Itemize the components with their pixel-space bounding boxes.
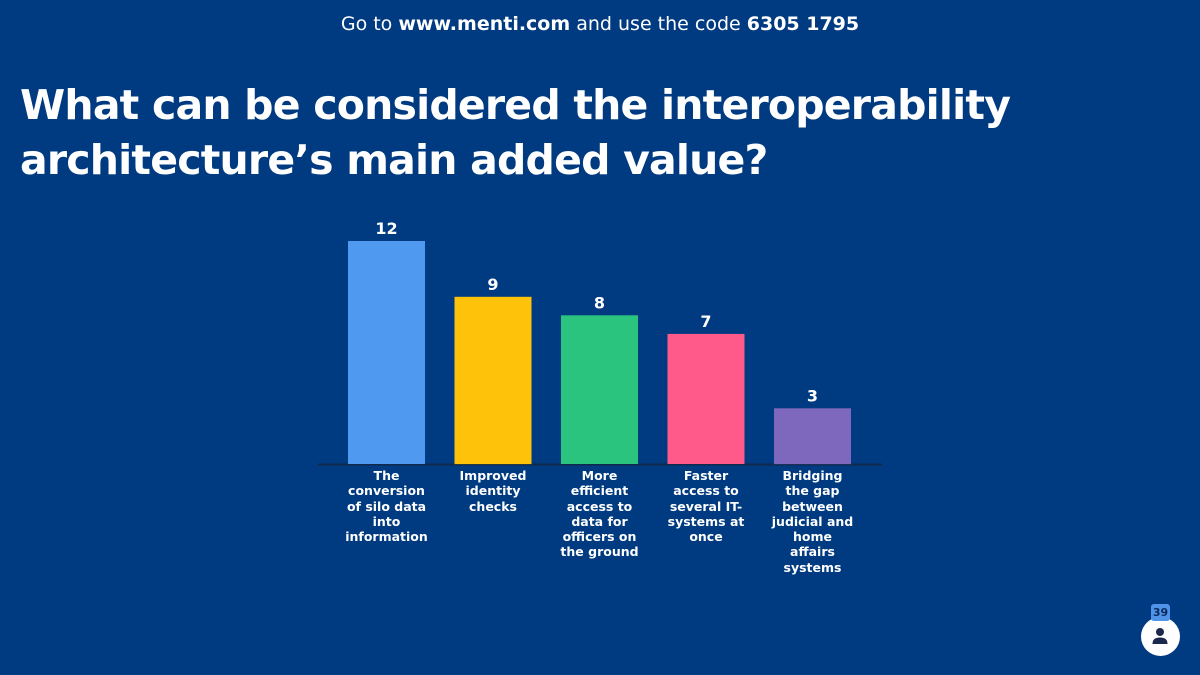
category-label-line: judicial and — [771, 513, 854, 529]
category-label-2: Improved identity checks — [445, 468, 541, 514]
category-label-line: access to — [673, 483, 739, 499]
category-label-3: More efficient access to data for officers o… — [552, 468, 648, 560]
category-label-line: checks — [469, 498, 517, 514]
category-label-line: The — [373, 468, 400, 483]
value-label-3: 8 — [594, 293, 605, 312]
bar-2 — [454, 296, 532, 465]
category-label-line: several IT- — [669, 498, 743, 514]
category-label-line: between — [782, 498, 843, 514]
bar-3 — [561, 315, 638, 464]
category-label-line: Improved — [459, 468, 527, 483]
category-label-line: access to — [566, 498, 633, 514]
person-icon — [1152, 628, 1168, 644]
join-instructions: Go to www.menti.com and use the code 630… — [0, 10, 1200, 38]
question-line-2: architecture’s main added value? — [20, 136, 768, 184]
category-label-line: once — [689, 529, 723, 545]
participant-button[interactable] — [1141, 617, 1180, 656]
category-label-line: of silo data — [346, 498, 427, 514]
category-label-line: Bridging — [782, 468, 843, 483]
category-label-line: systems at — [667, 513, 745, 529]
category-label-1: The conversion of silo data into information — [339, 468, 435, 544]
value-label-5: 3 — [807, 386, 818, 405]
join-url[interactable]: www.menti.com — [398, 13, 571, 35]
category-label-line: identity — [465, 483, 521, 499]
join-prefix-text: Go to — [340, 13, 399, 35]
join-middle-text: and use the code — [570, 13, 747, 35]
category-label-5: Bridging the gap between judicial and home af… — [765, 468, 861, 575]
category-label-line: Faster — [683, 468, 729, 483]
category-label-line: conversion — [348, 483, 425, 499]
value-label-1: 12 — [375, 219, 397, 238]
value-label-4: 7 — [700, 312, 711, 331]
question-line-1: What can be considered the interoperabil… — [20, 81, 1011, 129]
category-label-line: More — [581, 468, 618, 483]
category-label-line: officers on — [562, 529, 637, 545]
category-label-line: affairs — [790, 544, 835, 560]
category-label-line: into — [372, 513, 401, 529]
category-label-line: systems — [783, 559, 842, 575]
question-title: What can be considered the interoperabil… — [20, 78, 1120, 188]
category-label-4: Faster access to several IT-systems at once — [658, 468, 754, 544]
category-label-line: efficient — [570, 483, 629, 499]
participant-count-badge: 39 — [1151, 604, 1170, 621]
category-label-line: home — [793, 529, 832, 545]
category-label-line: information — [345, 529, 428, 545]
category-label-line: data for — [571, 513, 628, 529]
bar-5 — [774, 408, 851, 465]
category-label-line: the ground — [560, 544, 639, 560]
bar-4 — [667, 333, 745, 464]
category-label-line: the gap — [785, 483, 840, 499]
bar-1 — [348, 241, 425, 464]
join-code: 6305 1795 — [746, 13, 860, 35]
value-label-2: 9 — [487, 275, 498, 294]
